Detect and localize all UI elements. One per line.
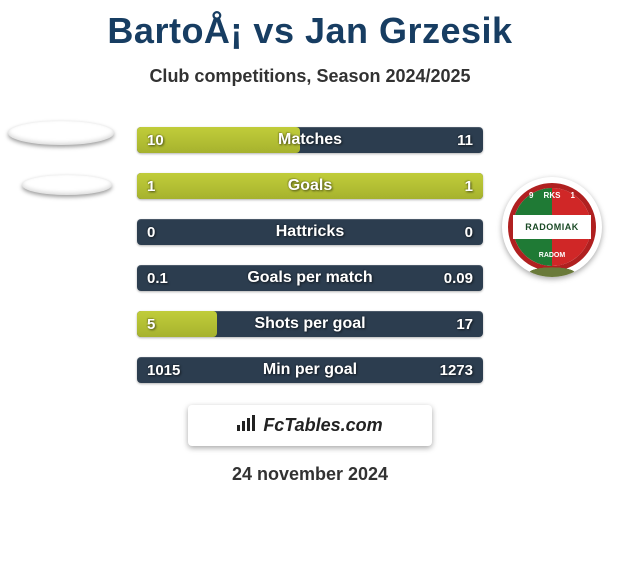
page-title: BartoÅ¡ vs Jan Grzesik [0, 10, 620, 52]
stat-value-right: 1 [465, 173, 473, 199]
chart-icon [237, 415, 257, 436]
stat-label: Goals per match [137, 265, 483, 291]
stat-bar: 10Matches11 [137, 127, 483, 153]
stat-value-right: 0 [465, 219, 473, 245]
stat-bar: 1Goals1 [137, 173, 483, 199]
stat-value-right: 11 [457, 127, 473, 153]
stats-area: 9 RKS 1 RADOMIAK RADOM 10Matches111Goals… [0, 127, 620, 383]
stat-value-right: 1273 [440, 357, 473, 383]
source-text: FcTables.com [263, 415, 382, 436]
stat-bar: 5Shots per goal17 [137, 311, 483, 337]
placeholder-ellipse [8, 121, 114, 145]
stat-bar: 0.1Goals per match0.09 [137, 265, 483, 291]
stat-label: Min per goal [137, 357, 483, 383]
stat-label: Hattricks [137, 219, 483, 245]
stat-label: Matches [137, 127, 483, 153]
crest-bottom-text: RADOM [502, 252, 602, 259]
stat-bars: 10Matches111Goals10Hattricks00.1Goals pe… [137, 127, 483, 383]
comparison-date: 24 november 2024 [0, 464, 620, 485]
stat-value-right: 0.09 [444, 265, 473, 291]
crest-band-text: RADOMIAK [513, 215, 591, 239]
page-subtitle: Club competitions, Season 2024/2025 [0, 66, 620, 87]
player2-badge: 9 RKS 1 RADOMIAK RADOM [502, 177, 602, 277]
stat-value-right: 17 [456, 311, 473, 337]
stat-label: Goals [137, 173, 483, 199]
source-card[interactable]: FcTables.com [188, 405, 432, 446]
placeholder-ellipse [22, 175, 112, 195]
laurel-icon [512, 263, 592, 277]
player1-badge [8, 121, 114, 225]
stat-bar: 1015Min per goal1273 [137, 357, 483, 383]
club-crest: 9 RKS 1 RADOMIAK RADOM [502, 177, 602, 277]
stat-bar: 0Hattricks0 [137, 219, 483, 245]
comparison-card: BartoÅ¡ vs Jan Grzesik Club competitions… [0, 10, 620, 580]
stat-label: Shots per goal [137, 311, 483, 337]
crest-top-text: 9 RKS 1 [502, 191, 602, 200]
